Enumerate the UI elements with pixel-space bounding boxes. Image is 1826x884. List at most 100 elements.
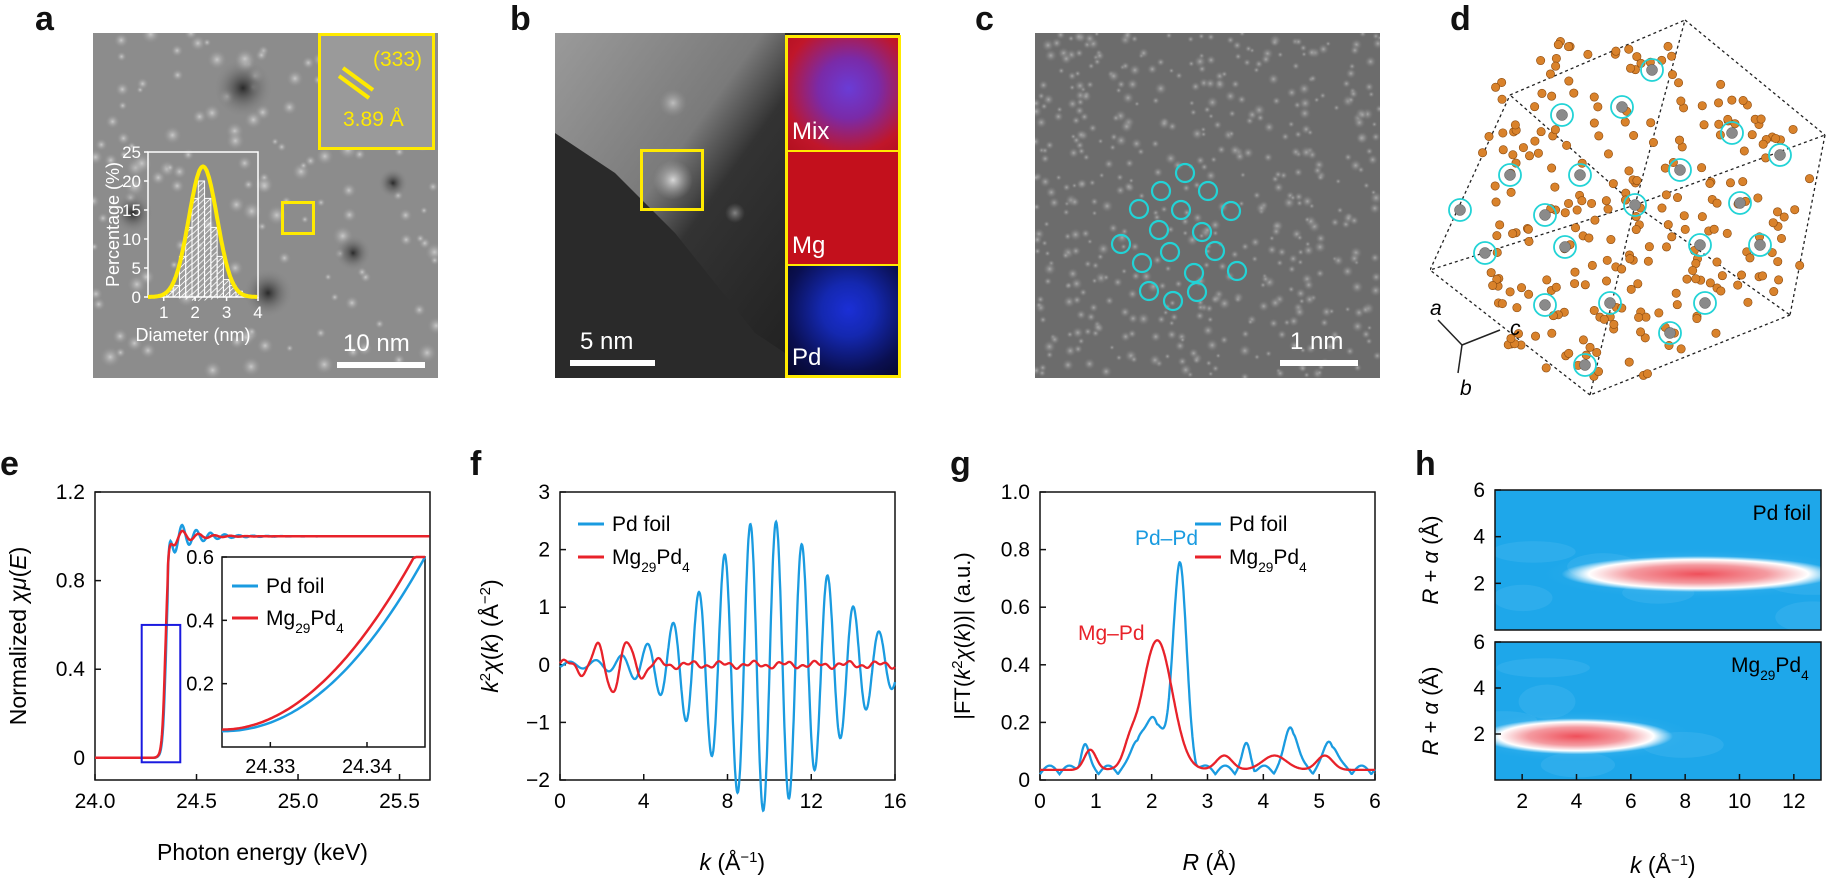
atom-dot: [1038, 363, 1048, 373]
atom-marker-circle: [1191, 221, 1213, 243]
heatmap-1: [1495, 642, 1821, 780]
atom-dot: [1298, 364, 1308, 373]
hist-hatch: [204, 264, 212, 271]
atom-dot: [1205, 359, 1213, 367]
atom-dot: [1328, 307, 1335, 315]
pd-site-ring: [1688, 233, 1712, 257]
panel-label-a: a: [35, 0, 54, 38]
nanoparticle: [93, 242, 99, 252]
hist-ytick-label: 15: [122, 201, 141, 220]
mg-atom: [1617, 264, 1627, 274]
atom-dot: [1315, 268, 1326, 279]
mg-atom: [1506, 333, 1516, 343]
mg-atom: [1773, 257, 1783, 267]
atom-dot: [1287, 285, 1296, 294]
mg-atom: [1547, 328, 1557, 338]
atom-dot: [1239, 171, 1247, 179]
atom-dot: [1100, 199, 1114, 213]
atom-dot: [1363, 81, 1375, 93]
axis-c-arrow: [1461, 329, 1501, 346]
atom-dot: [1205, 54, 1217, 66]
dark-region: [335, 235, 371, 271]
mg-atom: [1679, 211, 1689, 221]
mg-atom: [1564, 42, 1574, 52]
mg-atom: [1738, 177, 1748, 187]
x-axis-label: R (Å): [1183, 848, 1237, 875]
mg-atom: [1497, 77, 1507, 87]
atom-dot: [1254, 201, 1268, 215]
mg-atom: [1667, 70, 1677, 80]
atom-dot: [1240, 242, 1250, 252]
atom-dot: [1371, 33, 1380, 41]
hist-hatch: [204, 204, 212, 211]
atom-dot: [1106, 69, 1121, 83]
mg-atom: [1570, 279, 1580, 289]
atom-dot: [1146, 63, 1159, 75]
atom-dot: [1268, 317, 1280, 329]
hist-hatch: [191, 282, 199, 289]
atom-dot: [1369, 283, 1380, 298]
atom-dot: [1126, 77, 1140, 91]
atom-dot: [1157, 116, 1171, 131]
atom-dot: [1230, 249, 1240, 260]
panel-e-xanes-chart: 24.0 24.5 25.0 25.5 0 0.4 0.8 1.2 24.33 24.34 0.2 0…: [5, 481, 431, 865]
atom-dot: [1364, 55, 1377, 68]
atom-dot: [1123, 180, 1135, 193]
y-tick-label: −2: [526, 769, 550, 792]
hist-hatch: [229, 291, 237, 298]
atom-dot: [1217, 261, 1228, 272]
hist-hatch: [198, 288, 205, 296]
atom-dot: [1156, 57, 1166, 67]
y-axis-label: k2χ(k) (Å−2): [476, 579, 503, 692]
hist-ytick-label: 0: [132, 288, 141, 307]
hist-hatch: [191, 210, 199, 217]
atom-dot: [1035, 202, 1041, 212]
mg-atom: [1495, 220, 1505, 230]
atom-dot: [1299, 145, 1313, 160]
mg-atom: [1530, 136, 1540, 146]
nanoparticle: [286, 69, 304, 88]
atom-dot: [1070, 245, 1082, 257]
atom-dot: [1129, 355, 1139, 364]
mg-atom: [1667, 51, 1677, 61]
atom-dot: [1164, 264, 1172, 273]
mg-atom: [1699, 120, 1709, 130]
nanoparticle: [426, 316, 438, 335]
hist-hatch: [179, 280, 186, 287]
nanoparticle: [277, 251, 292, 265]
atom-marker-circle: [1174, 162, 1196, 184]
y-tick-label: 0: [538, 654, 550, 677]
annotation-mg-pd: Mg–Pd: [1078, 622, 1145, 645]
atom-dot: [1115, 173, 1125, 182]
cell-edge: [1589, 314, 1791, 396]
atom-dot: [1120, 267, 1128, 275]
panel-label-b: b: [510, 0, 531, 38]
atom-dot: [1083, 33, 1096, 45]
atom-dot: [1071, 326, 1085, 340]
atom-dot: [1312, 165, 1323, 176]
atom-dot: [1293, 37, 1304, 47]
scale-bar-c: [1280, 360, 1358, 366]
atom-dot: [1297, 82, 1311, 96]
atom-dot: [1186, 35, 1195, 43]
atom-dot: [1215, 352, 1222, 359]
atom-dot: [1087, 123, 1098, 134]
nanoparticle: [300, 215, 310, 224]
y-tick-label: 0.8: [1001, 539, 1030, 562]
mg-atom: [1774, 275, 1784, 285]
nanoparticle: [270, 137, 280, 146]
atom-dot: [1185, 233, 1200, 247]
dark-region: [378, 168, 408, 198]
atom-dot: [1255, 113, 1266, 123]
atom-dot: [1035, 115, 1048, 129]
atom-dot: [1219, 335, 1230, 345]
atom-marker-circle: [1162, 290, 1184, 312]
atom-dot: [1035, 234, 1043, 246]
atom-dot: [1317, 43, 1330, 56]
x-tick-label: 10: [1728, 790, 1751, 813]
mg-atom: [1564, 198, 1574, 208]
atom-dot: [1276, 246, 1288, 258]
atom-dot: [1174, 71, 1184, 80]
atom-dot: [1303, 216, 1311, 224]
atom-dot: [1287, 315, 1300, 328]
